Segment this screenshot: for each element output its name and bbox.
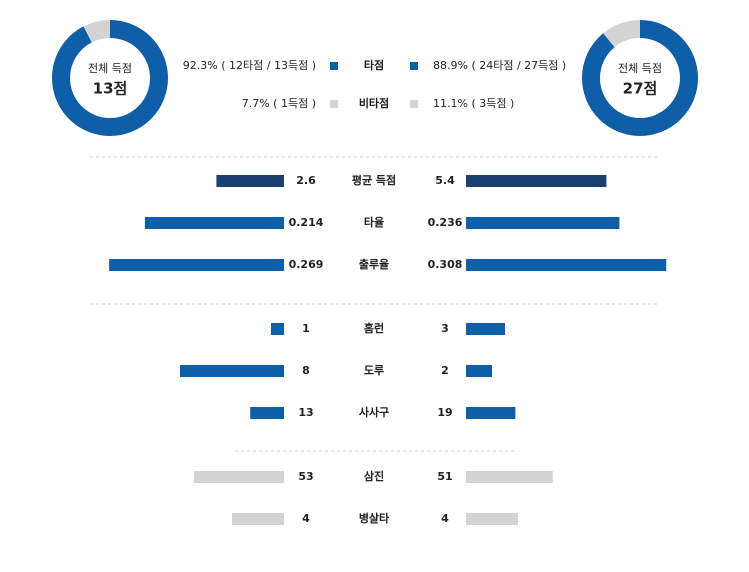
bar-right [466,513,518,525]
value-right: 3 [441,322,449,335]
legend-marker [410,100,418,108]
bar-left [216,175,284,187]
value-left: 13 [298,406,313,419]
bar-left [271,323,284,335]
row-label: 평균 득점 [352,173,396,187]
donut-segment [582,20,698,136]
legend-left: 92.3% ( 12타점 / 13득점 ) [183,59,316,72]
value-right: 0.236 [428,216,463,229]
row-label: 홈런 [364,321,384,335]
donut-total: 27점 [623,80,658,98]
bar-left [250,407,284,419]
row-label: 출루율 [359,257,389,271]
bar-right [466,217,620,229]
row-label: 삼진 [364,469,384,483]
row-label: 병살타 [359,511,390,525]
legend-right: 11.1% ( 3득점 ) [433,97,514,110]
value-left: 8 [302,364,310,377]
bar-left [232,513,284,525]
bar-right [466,323,505,335]
value-left: 4 [302,512,310,525]
bar-right [466,365,492,377]
legend-name: 타점 [364,58,384,72]
donut-title: 전체 득점 [88,62,132,75]
donut-segment [52,20,168,136]
value-left: 2.6 [296,174,316,187]
bar-left [180,365,284,377]
donut-title: 전체 득점 [618,62,662,75]
value-right: 51 [437,470,452,483]
value-right: 2 [441,364,449,377]
bar-right [466,259,667,271]
row-label: 사사구 [359,405,389,419]
legend-marker [410,62,418,70]
bar-right [466,407,516,419]
value-right: 19 [437,406,452,419]
donut-total: 13점 [93,80,128,98]
value-left: 53 [298,470,313,483]
donut-segment [52,20,168,136]
bar-left [109,259,285,271]
legend-left: 7.7% ( 1득점 ) [242,97,316,110]
bar-left [193,471,284,483]
bar-left [144,217,284,229]
value-right: 4 [441,512,449,525]
value-left: 0.214 [289,216,324,229]
value-right: 0.308 [428,258,463,271]
bar-right [466,175,607,187]
row-label: 타율 [364,215,384,229]
value-left: 0.269 [289,258,324,271]
value-left: 1 [302,322,310,335]
value-right: 5.4 [435,174,455,187]
bar-right [466,471,553,483]
row-label: 도루 [364,364,384,377]
legend-name: 비타점 [359,96,389,110]
donut-segment [582,20,698,136]
legend-marker [330,62,338,70]
legend-right: 88.9% ( 24타점 / 27득점 ) [433,59,566,72]
legend-marker [330,100,338,108]
